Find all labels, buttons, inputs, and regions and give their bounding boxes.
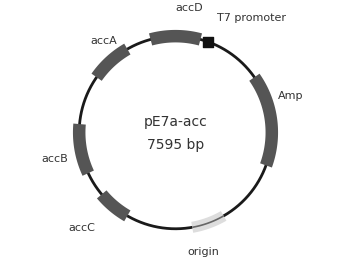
Text: T7 promoter: T7 promoter — [217, 12, 286, 22]
Text: Amp: Amp — [278, 92, 304, 101]
Text: accB: accB — [42, 154, 68, 164]
Text: 7595 bp: 7595 bp — [147, 139, 204, 153]
Text: accC: accC — [68, 223, 95, 233]
Point — [206, 40, 211, 44]
Text: accA: accA — [90, 36, 117, 46]
Text: accD: accD — [176, 3, 203, 12]
Text: pE7a-acc: pE7a-acc — [144, 115, 207, 129]
Text: origin: origin — [187, 247, 219, 257]
